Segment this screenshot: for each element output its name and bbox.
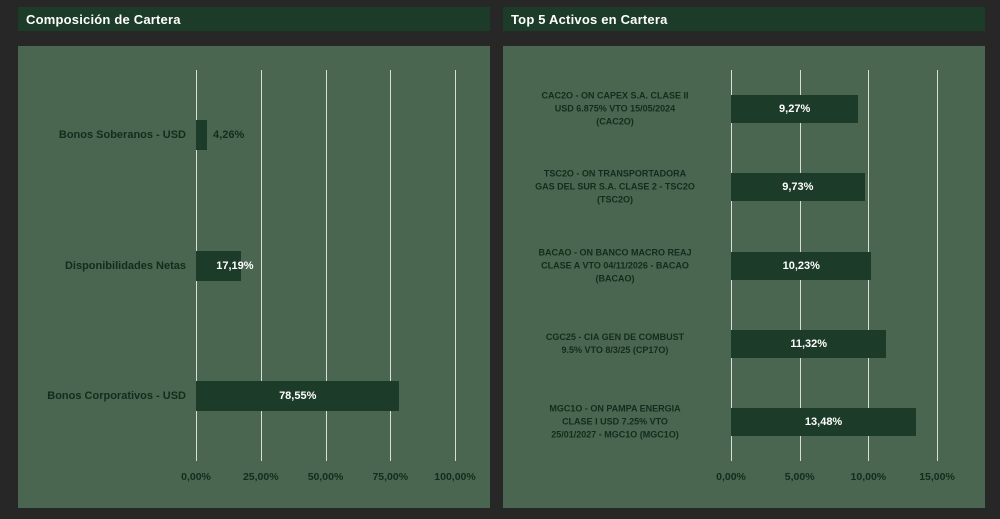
category-label: CGC25 - CIA GEN DE COMBUST 9.5% VTO 8/3/2… xyxy=(545,331,685,355)
axis-tick-label: 0,00% xyxy=(181,471,211,483)
grid-line xyxy=(390,70,392,461)
value-label: 9,27% xyxy=(779,103,811,116)
axis-tick-label: 0,00% xyxy=(716,471,746,483)
category-label: MGC1O - ON PAMPA ENERGIA CLASE I USD 7.25… xyxy=(549,403,681,440)
value-label: 9,73% xyxy=(782,181,814,194)
axis-tick-label: 10,00% xyxy=(850,471,887,483)
axis-tick-label: 75,00% xyxy=(372,471,409,483)
bar xyxy=(731,251,872,280)
bar xyxy=(731,407,917,436)
top-assets-panel: Top 5 Activos en Cartera 0,00% 5,00% 10,00… xyxy=(503,7,985,508)
bar xyxy=(196,380,400,411)
value-label: 17,19% xyxy=(216,259,254,272)
axis-tick-label: 50,00% xyxy=(307,471,344,483)
axis-tick-label: 100,00% xyxy=(434,471,476,483)
category-label: Bonos Corporativos - USD xyxy=(47,389,186,402)
grid-line xyxy=(260,70,262,461)
composition-bar-chart: 0,00% 25,00% 50,00% 75,00% 100,00% Bonos Sobe… xyxy=(18,46,490,508)
top-assets-panel-title: Top 5 Activos en Cartera xyxy=(511,11,668,27)
value-label: 10,23% xyxy=(782,259,820,272)
grid-line xyxy=(455,70,456,461)
bar xyxy=(731,329,887,358)
axis-tick-label: 15,00% xyxy=(919,471,955,483)
top-assets-panel-header: Top 5 Activos en Cartera xyxy=(503,7,985,31)
category-label: Disponibilidades Netas xyxy=(64,259,186,272)
bar xyxy=(196,250,241,281)
grid-line xyxy=(325,70,327,461)
axis-tick-label: 25,00% xyxy=(242,471,279,483)
top-assets-bar-chart: 0,00% 5,00% 10,00% 15,00% CAC2O - ON CAPEX S… xyxy=(503,46,985,508)
bar xyxy=(731,173,865,202)
composition-panel-title: Composición de Cartera xyxy=(26,11,181,27)
composition-panel: Composición de Cartera 0,00% 25,00% 50,00%… xyxy=(18,7,490,508)
grid-line xyxy=(937,70,938,461)
value-label: 13,48% xyxy=(804,415,843,428)
value-label: 78,55% xyxy=(279,389,317,402)
axis-tick-label: 5,00% xyxy=(784,471,815,483)
composition-panel-header: Composición de Cartera xyxy=(18,7,490,31)
category-label: Bonos Soberanos - USD xyxy=(58,129,186,142)
category-label: CAC2O - ON CAPEX S.A. CLASE II USD 6.875%… xyxy=(541,90,689,127)
bar xyxy=(196,120,208,151)
value-label: 4,26% xyxy=(213,129,245,142)
category-label: BACAO - ON BANCO MACRO REAJ CLASE A VTO 0… xyxy=(538,247,692,283)
bar xyxy=(731,95,859,124)
value-label: 11,32% xyxy=(790,337,828,350)
category-label: TSC2O - ON TRANSPORTADORA GAS DEL SUR S.A… xyxy=(535,168,695,205)
